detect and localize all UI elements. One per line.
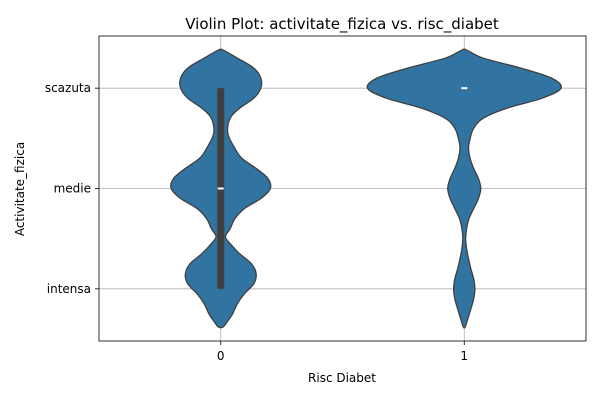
violins	[170, 48, 562, 329]
violin-1	[366, 48, 562, 329]
y-axis-label: Activitate_fizica	[13, 142, 27, 236]
x-tick-label-0: 0	[217, 349, 225, 363]
y-tick-label-medie: medie	[54, 182, 91, 196]
y-axis-ticks: scazuta medie intensa	[45, 81, 99, 296]
y-tick-label-scazuta: scazuta	[45, 81, 91, 95]
x-axis-label: Risc Diabet	[308, 371, 376, 385]
y-tick-label-intensa: intensa	[47, 282, 91, 296]
chart-title: Violin Plot: activitate_fizica vs. risc_…	[185, 15, 499, 34]
x-tick-label-1: 1	[460, 349, 468, 363]
